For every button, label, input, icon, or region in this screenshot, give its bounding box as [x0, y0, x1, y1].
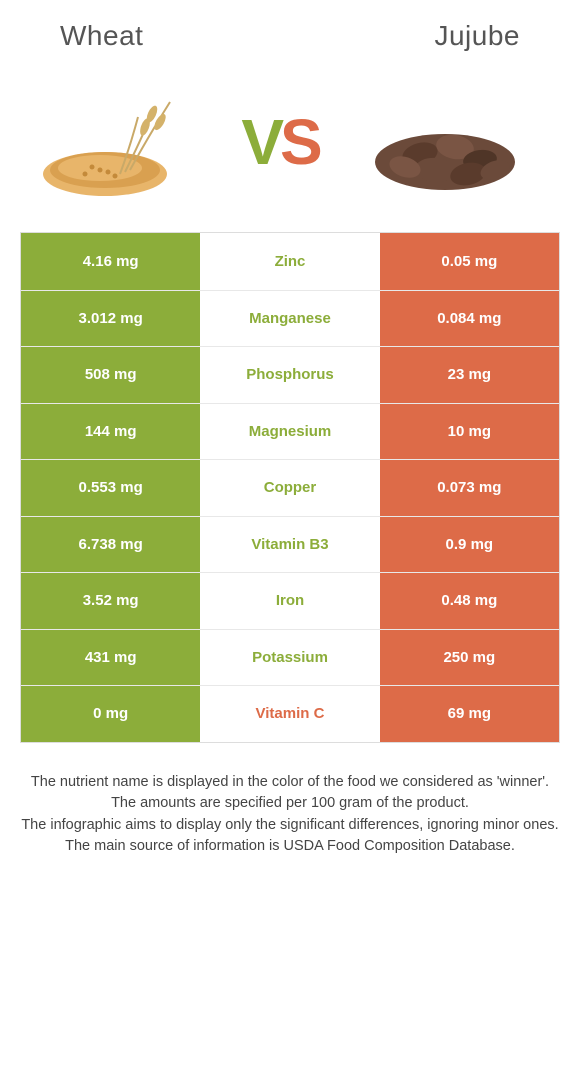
nutrient-name: Phosphorus	[200, 347, 379, 403]
table-row: 431 mgPotassium250 mg	[21, 629, 559, 686]
vs-s: S	[280, 106, 319, 178]
left-value: 0 mg	[21, 686, 200, 742]
left-value: 508 mg	[21, 347, 200, 403]
table-row: 4.16 mgZinc0.05 mg	[21, 233, 559, 290]
nutrient-name: Magnesium	[200, 404, 379, 460]
wheat-image	[30, 82, 200, 202]
footer-line-4: The main source of information is USDA F…	[15, 837, 565, 857]
left-value: 3.52 mg	[21, 573, 200, 629]
footer-line-3: The infographic aims to display only the…	[15, 816, 565, 836]
header: Wheat Jujube	[0, 0, 580, 62]
left-value: 431 mg	[21, 630, 200, 686]
table-row: 144 mgMagnesium10 mg	[21, 403, 559, 460]
nutrient-name: Potassium	[200, 630, 379, 686]
right-value: 0.05 mg	[380, 233, 559, 290]
jujube-image	[360, 82, 530, 202]
nutrient-name: Iron	[200, 573, 379, 629]
vs-v: V	[241, 106, 280, 178]
table-row: 0 mgVitamin C69 mg	[21, 685, 559, 742]
right-value: 250 mg	[380, 630, 559, 686]
left-value: 4.16 mg	[21, 233, 200, 290]
nutrient-name: Copper	[200, 460, 379, 516]
footer-line-1: The nutrient name is displayed in the co…	[15, 773, 565, 793]
footer-notes: The nutrient name is displayed in the co…	[0, 743, 580, 857]
left-food-title: Wheat	[60, 20, 143, 52]
left-value: 144 mg	[21, 404, 200, 460]
right-food-title: Jujube	[434, 20, 520, 52]
right-value: 0.9 mg	[380, 517, 559, 573]
left-value: 3.012 mg	[21, 291, 200, 347]
images-row: VS	[0, 62, 580, 232]
nutrient-name: Vitamin B3	[200, 517, 379, 573]
right-value: 23 mg	[380, 347, 559, 403]
left-value: 6.738 mg	[21, 517, 200, 573]
nutrient-name: Zinc	[200, 233, 379, 290]
right-value: 0.084 mg	[380, 291, 559, 347]
nutrient-name: Manganese	[200, 291, 379, 347]
right-value: 69 mg	[380, 686, 559, 742]
footer-line-2: The amounts are specified per 100 gram o…	[15, 794, 565, 814]
vs-label: VS	[241, 105, 318, 179]
right-value: 0.48 mg	[380, 573, 559, 629]
nutrient-table: 4.16 mgZinc0.05 mg3.012 mgManganese0.084…	[20, 232, 560, 743]
table-row: 3.012 mgManganese0.084 mg	[21, 290, 559, 347]
table-row: 0.553 mgCopper0.073 mg	[21, 459, 559, 516]
nutrient-name: Vitamin C	[200, 686, 379, 742]
right-value: 10 mg	[380, 404, 559, 460]
table-row: 508 mgPhosphorus23 mg	[21, 346, 559, 403]
left-value: 0.553 mg	[21, 460, 200, 516]
table-row: 3.52 mgIron0.48 mg	[21, 572, 559, 629]
table-row: 6.738 mgVitamin B30.9 mg	[21, 516, 559, 573]
right-value: 0.073 mg	[380, 460, 559, 516]
